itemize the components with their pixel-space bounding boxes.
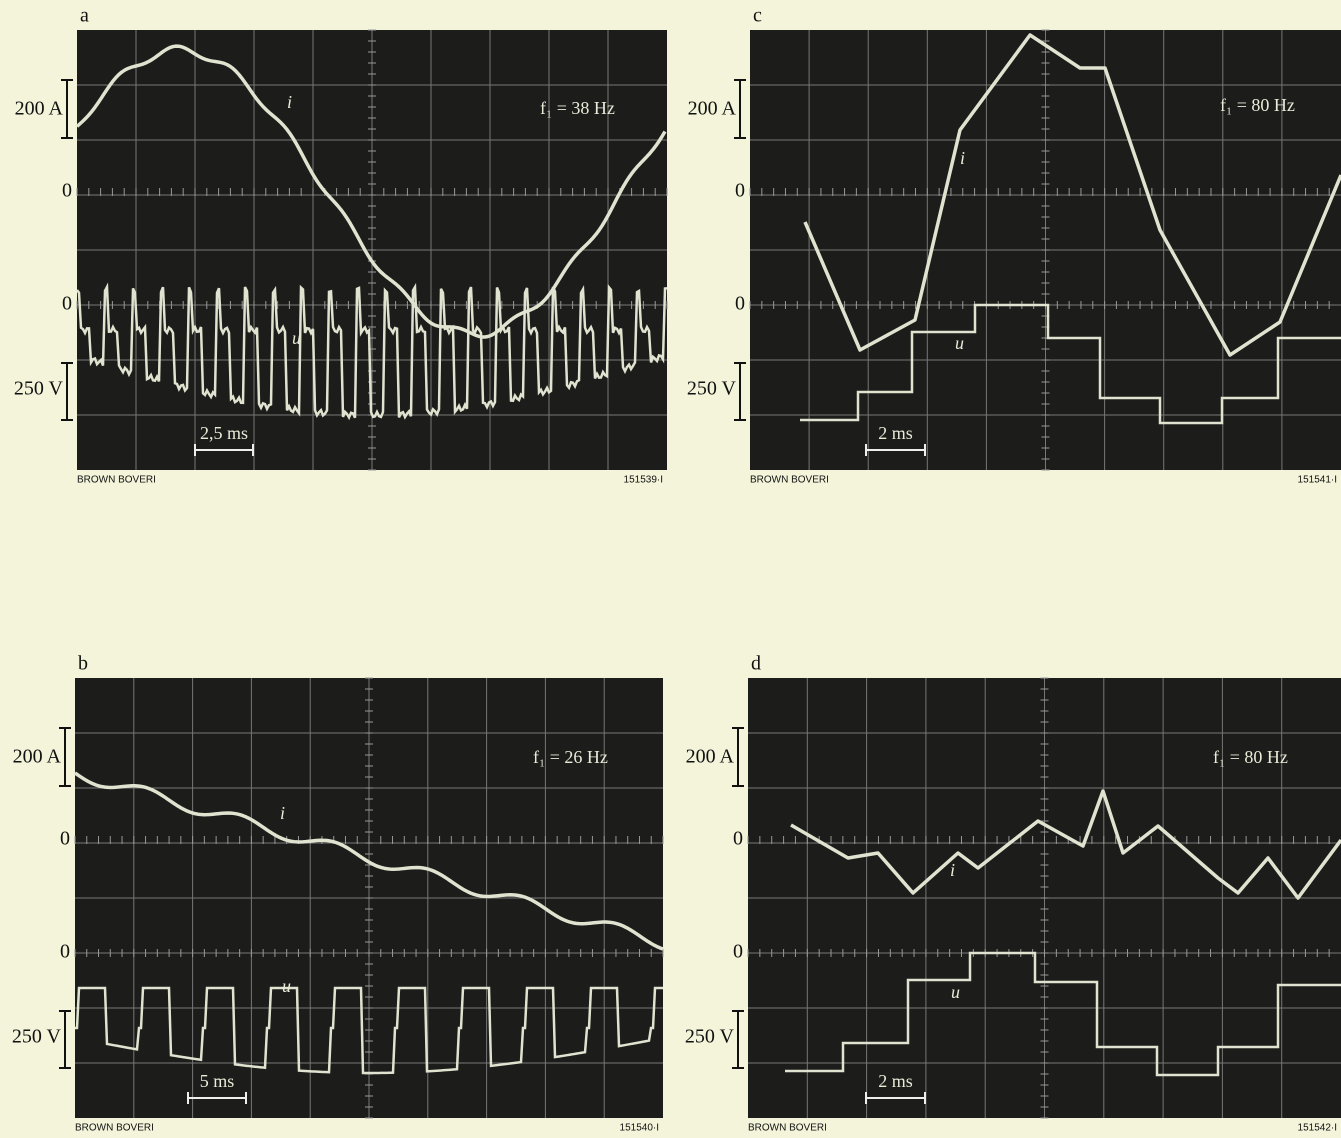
- voltage-zero: 0: [60, 941, 70, 963]
- figure: i u f₁ = 38 Hz 2,5 ms a 200 A 0 0 250 V BROWN BOV…: [0, 0, 1341, 1138]
- current-zero: 0: [60, 828, 70, 850]
- current-scale: 200 A: [688, 98, 737, 120]
- panel-label: b: [78, 653, 88, 675]
- page: {"panels": [ {"label": "a", "current_sca…: [0, 0, 1341, 1138]
- time-scale: 2,5 ms: [200, 423, 248, 443]
- current-scale: 200 A: [15, 98, 64, 120]
- current-scale: 200 A: [686, 746, 735, 768]
- panel-label: a: [80, 5, 89, 27]
- current-zero: 0: [733, 828, 743, 850]
- panel-label: c: [753, 5, 762, 27]
- voltage-scale: 250 V: [12, 1026, 62, 1048]
- voltage-zero: 0: [735, 293, 745, 315]
- oscillogram: i u f₁ = 80 Hz 2 ms: [748, 678, 1341, 1118]
- current-scale: 200 A: [13, 746, 62, 768]
- time-scale: 5 ms: [200, 1071, 235, 1091]
- voltage-symbol: u: [282, 976, 291, 996]
- code: 151540·I: [620, 1123, 659, 1134]
- brand: BROWN BOVERI: [77, 475, 156, 486]
- voltage-zero: 0: [62, 293, 72, 315]
- current-symbol: i: [287, 92, 292, 112]
- oscillogram: i u f₁ = 80 Hz 2 ms: [750, 30, 1341, 470]
- brand: BROWN BOVERI: [750, 475, 829, 486]
- time-scale: 2 ms: [878, 1071, 913, 1091]
- voltage-scale: 250 V: [687, 378, 737, 400]
- current-symbol: i: [950, 860, 955, 880]
- frequency: f₁ = 80 Hz: [1213, 747, 1288, 767]
- voltage-symbol: u: [955, 333, 964, 353]
- brand: BROWN BOVERI: [748, 1123, 827, 1134]
- voltage-scale: 250 V: [685, 1026, 735, 1048]
- voltage-zero: 0: [733, 941, 743, 963]
- code: 151542·I: [1298, 1123, 1337, 1134]
- frequency: f₁ = 80 Hz: [1220, 95, 1295, 115]
- current-zero: 0: [62, 180, 72, 202]
- brand: BROWN BOVERI: [75, 1123, 154, 1134]
- current-zero: 0: [735, 180, 745, 202]
- frequency: f₁ = 38 Hz: [540, 98, 615, 118]
- panel-label: d: [751, 653, 761, 675]
- frequency: f₁ = 26 Hz: [533, 747, 608, 767]
- time-scale: 2 ms: [878, 423, 913, 443]
- oscillogram: i u f₁ = 26 Hz 5 ms: [75, 678, 663, 1118]
- current-symbol: i: [960, 148, 965, 168]
- current-symbol: i: [280, 803, 285, 823]
- voltage-scale: 250 V: [14, 378, 64, 400]
- voltage-symbol: u: [951, 982, 960, 1002]
- code: 151541·I: [1298, 475, 1337, 486]
- oscillogram: i u f₁ = 38 Hz 2,5 ms: [77, 30, 667, 470]
- voltage-symbol: u: [292, 328, 301, 348]
- code: 151539·I: [624, 475, 663, 486]
